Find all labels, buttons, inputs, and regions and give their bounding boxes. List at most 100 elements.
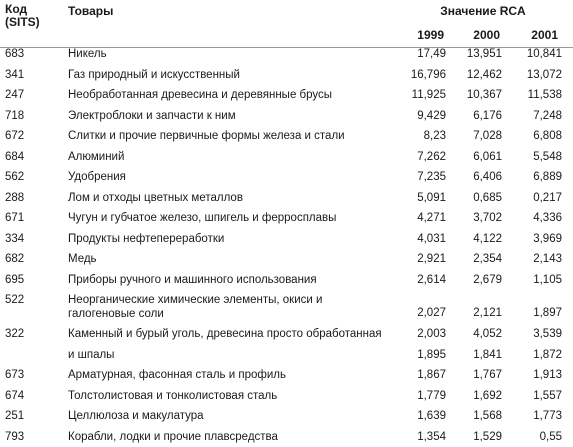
rca-group-header: Значение RCA [440,4,526,18]
table-row: 522 Неорганические химические элементы, о… [0,290,573,324]
rca-1999-cell: 2,614 [417,273,446,286]
goods-name-cell: Алюминий [68,150,125,163]
rca-2000-cell: 1,841 [473,348,502,361]
goods-name-cell: Никель [68,48,107,60]
rca-1999-cell: 17,49 [417,48,446,60]
goods-name-cell: Необработанная древесина и деревянные бр… [68,89,333,101]
rca-2000-cell: 4,052 [473,328,502,340]
code-cell: 682 [5,253,25,265]
rca-2000-cell: 12,462 [466,68,502,81]
rca-2001-cell: 5,548 [533,150,562,163]
table-header: Код (SITS) Товары Значение RCA 1999 2000… [0,0,573,48]
rca-2000-cell: 3,702 [473,212,502,224]
rca-2000-cell: 1,692 [473,389,502,402]
rca-2000-cell: 13,951 [466,48,502,60]
goods-name-cell: Чугун и губчатое железо, шпигель и ферро… [68,212,337,224]
table-row: 288 Лом и отходы цветных металлов 5,091 0,6… [0,188,573,209]
table-row: 718 Электроблоки и запчасти к ним 9,429 6,1… [0,106,573,127]
code-cell: 674 [5,389,25,402]
rca-1999-cell: 5,091 [417,191,446,204]
table-row: 322 Каменный и бурый уголь, древесина про… [0,324,573,345]
rca-2001-cell: 0,217 [533,191,562,204]
rca-2000-cell: 2,354 [473,253,502,265]
rca-2000-cell: 2,121 [473,307,502,319]
code-cell: 247 [5,89,25,101]
rca-1999-cell: 11,925 [411,89,446,101]
goods-name-cell: Каменный и бурый уголь, древесина просто… [68,328,382,340]
rca-2000-cell: 6,061 [473,150,502,163]
rca-2000-cell: 6,406 [473,171,502,183]
rca-1999-cell: 1,779 [417,389,446,402]
rca-1999-cell: 1,867 [417,369,446,381]
rca-2001-cell: 6,889 [533,171,562,183]
rca-1999-cell: 1,354 [417,430,446,443]
rca-2001-cell: 7,248 [533,109,562,122]
rca-2001-cell: 4,336 [533,212,562,224]
rca-2000-cell: 1,767 [473,369,502,381]
rca-2001-cell: 1,557 [533,389,562,402]
rca-2000-cell: 6,176 [473,109,502,122]
goods-name-cell: Медь [68,253,97,265]
table-row: 673 Арматурная, фасонная сталь и профиль 1… [0,365,573,386]
table-row: 682 Медь 2,921 2,354 2,143 [0,249,573,270]
rca-2001-cell: 0,55 [539,430,562,443]
table-row: 247 Необработанная древесина и деревянные… [0,85,573,106]
rca-2000-cell: 4,122 [473,232,502,245]
table-row: 671 Чугун и губчатое железо, шпигель и фе… [0,208,573,229]
code-cell: 683 [5,48,25,60]
rca-2000-cell: 1,529 [473,430,502,443]
table-row: 334 Продукты нефтепереработки 4,031 4,122 3,… [0,229,573,250]
table-row: 684 Алюминий 7,262 6,061 5,548 [0,147,573,168]
rca-1999-cell: 4,031 [417,232,446,245]
goods-name-cell: Слитки и прочие первичные формы железа и… [68,130,345,142]
rca-2001-cell: 3,539 [533,328,562,340]
code-cell: 334 [5,232,25,245]
rca-1999-cell: 2,027 [417,307,446,319]
year-1999-header: 1999 [417,28,444,42]
goods-name-cell: Лом и отходы цветных металлов [68,191,243,204]
rca-2000-cell: 10,367 [466,89,502,101]
rca-2001-cell: 11,538 [527,89,562,101]
code-cell: 341 [5,68,25,81]
table-row: и шпалы 1,895 1,841 1,872 [0,345,573,366]
rca-1999-cell: 7,235 [417,171,446,183]
goods-name-cell: Целлюлоза и макулатура [68,410,204,422]
rca-2001-cell: 10,841 [526,48,562,60]
rca-2000-cell: 0,685 [473,191,502,204]
table-row: 672 Слитки и прочие первичные формы желез… [0,126,573,147]
rca-2000-cell: 7,028 [473,130,502,142]
rca-2001-cell: 2,143 [533,253,562,265]
goods-name-cell: и шпалы [68,348,115,361]
rca-1999-cell: 2,003 [417,328,446,340]
rca-2001-cell: 1,773 [533,410,562,422]
code-cell: 673 [5,369,25,381]
code-cell: 251 [5,410,25,422]
table-row: 341 Газ природный и искусственный 16,796 12… [0,65,573,86]
rca-1999-cell: 2,921 [417,253,446,265]
year-2001-header: 2001 [531,28,558,42]
goods-name-cell: Толстолистовая и тонколистовая сталь [68,389,278,402]
table-row: 674 Толстолистовая и тонколистовая сталь 1… [0,386,573,407]
header-divider [0,47,573,48]
table-row: 562 Удобрения 7,235 6,406 6,889 [0,167,573,188]
rca-1999-cell: 7,262 [417,150,446,163]
code-cell: 793 [5,430,25,443]
rca-2001-cell: 13,072 [526,68,562,81]
goods-name-cell: Электроблоки и запчасти к ним [68,109,236,122]
goods-name-cell: Удобрения [68,171,126,183]
rca-1999-cell: 4,271 [417,212,446,224]
goods-name-cell: Арматурная, фасонная сталь и профиль [68,369,286,381]
rca-2000-cell: 2,679 [473,273,502,286]
table-row: 695 Приборы ручного и машинного использов… [0,270,573,291]
goods-column-header: Товары [68,4,114,18]
rca-2001-cell: 1,913 [533,369,562,381]
rca-2001-cell: 1,897 [533,307,562,319]
rca-1999-cell: 16,796 [410,68,446,81]
year-2000-header: 2000 [473,28,500,42]
goods-name-cell: Приборы ручного и машинного использовани… [68,273,317,286]
code-cell: 671 [5,212,25,224]
code-cell: 718 [5,109,25,122]
code-cell: 672 [5,130,25,142]
goods-name-cell: Газ природный и искусственный [68,68,240,81]
table-row: 793 Корабли, лодки и прочие плавсредства 1… [0,427,573,447]
